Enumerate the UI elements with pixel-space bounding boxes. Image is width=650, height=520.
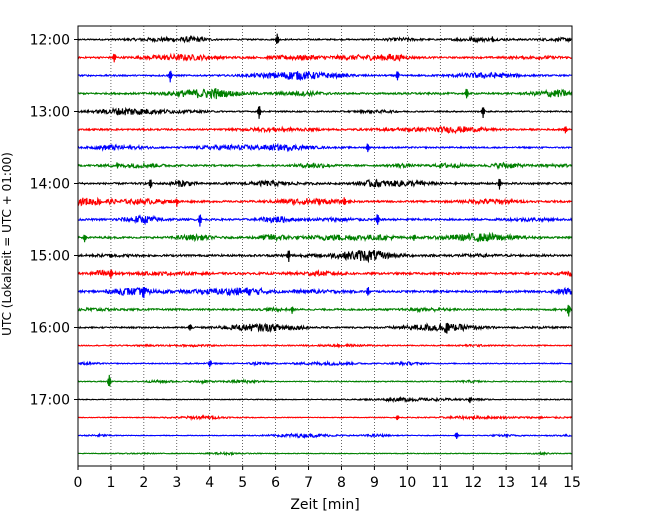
trace-group [77,33,573,457]
y-tick-label: 15:00 [30,249,70,265]
seismogram-trace [77,374,573,387]
x-tick-label: 3 [172,475,181,491]
seismogram-trace [77,286,573,299]
seismogram-trace [77,106,573,119]
x-tick-label: 1 [106,475,115,491]
x-tick-label: 15 [563,475,581,491]
x-tick-label: 14 [530,475,548,491]
x-tick-label: 7 [304,475,313,491]
x-tick-label: 4 [205,475,214,491]
seismogram-trace [78,396,573,404]
x-tick-label: 9 [370,475,379,491]
y-tick-label: 17:00 [30,393,70,409]
x-tick-label: 10 [398,475,416,491]
seismogram-trace [77,70,573,83]
x-tick-label: 11 [431,475,449,491]
seismogram-trace [77,178,573,190]
seismogram-trace [77,414,573,422]
seismogram-trace [77,231,572,243]
seismogram-trace [77,359,573,368]
y-tick-label: 13:00 [30,105,70,121]
seismogram-trace [77,213,573,227]
y-tick-label: 16:00 [30,321,70,337]
x-tick-label: 6 [271,475,280,491]
seismogram-trace [77,88,573,100]
x-axis-ticks: 0 1 2 3 4 5 6 7 8 9 10 11 12 13 14 15 [74,466,581,491]
seismogram-trace [77,269,573,279]
seismogram-trace [78,432,573,440]
plot-frame [77,25,573,467]
y-tick-label: 14:00 [30,177,70,193]
seismogram-trace [77,304,573,317]
x-axis-label: Zeit [min] [290,497,359,513]
x-tick-label: 8 [337,475,346,491]
y-axis-ticks: 12:00 13:00 14:00 15:00 16:00 17:00 [30,33,78,409]
y-tick-label: 12:00 [30,33,70,49]
y-axis-label: UTC (Lokalzeit = UTC + 01:00) [0,152,14,336]
seismogram-trace [77,142,573,153]
seismogram-trace [77,33,573,44]
x-tick-label: 0 [74,475,83,491]
seismogram-trace [77,52,573,63]
seismogram-trace [77,196,573,207]
x-tick-label: 12 [464,475,482,491]
seismogram-trace [77,161,573,171]
x-tick-label: 13 [497,475,515,491]
seismogram-trace [77,450,573,457]
seismogram-trace [77,125,573,135]
seismogram-trace [77,249,573,264]
x-tick-label: 5 [238,475,247,491]
seismogram-trace [77,322,573,334]
x-tick-label: 2 [139,475,148,491]
seismogram-trace [77,342,572,349]
